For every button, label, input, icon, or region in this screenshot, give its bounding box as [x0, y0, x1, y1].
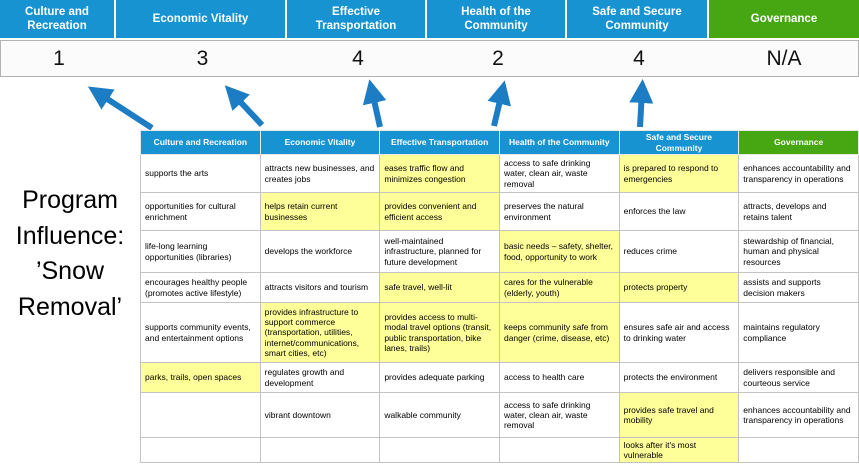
- matrix-row-3: life-long learning opportunities (librar…: [140, 230, 859, 273]
- matrix-cell-r6-c3: provides adequate parking: [379, 362, 500, 393]
- matrix-cell-r6-c1: parks, trails, open spaces: [140, 362, 261, 393]
- matrix-cell-r3-c6: stewardship of financial, human and phys…: [738, 230, 859, 273]
- category-header-economic-vitality: Economic Vitality: [116, 0, 287, 38]
- category-header-effective-transportation: Effective Transportation: [287, 0, 427, 38]
- matrix-cell-r7-c2: vibrant downtown: [259, 392, 381, 438]
- matrix-row-7: vibrant downtown walkable community access…: [140, 392, 859, 438]
- program-title-line: Removal’: [17, 292, 123, 321]
- matrix-cell-r2-c5: enforces the law: [618, 192, 740, 231]
- matrix-cell-r4-c1: encourages healthy people (promotes acti…: [140, 272, 261, 303]
- matrix-cell-r1-c5: is prepared to respond to emergencies: [618, 154, 740, 193]
- category-header-governance: Governance: [709, 0, 859, 38]
- arrow-icon-safe-secure: [629, 79, 654, 128]
- matrix-cell-r1-c4: access to safe drinking water, clean air…: [498, 154, 620, 193]
- matrix-cell-r8-c4: [498, 436, 620, 464]
- matrix-cell-r5-c2: provides infrastructure to support comme…: [259, 302, 381, 363]
- matrix-cell-r4-c2: attracts visitors and tourism: [259, 272, 381, 303]
- matrix-cell-r8-c6: [738, 436, 859, 464]
- category-header-row: Culture and Recreation Economic Vitality…: [0, 0, 859, 38]
- matrix-cell-r6-c4: access to health care: [498, 362, 620, 393]
- matrix-row-1: supports the arts attracts new businesses…: [140, 154, 859, 193]
- matrix-cell-r1-c1: supports the arts: [140, 154, 261, 193]
- matrix-cell-r2-c4: preserves the natural environment: [498, 192, 620, 231]
- matrix-cell-r2-c1: opportunities for cultural enrichment: [140, 192, 261, 231]
- matrix-cell-r2-c3: provides convenient and efficient access: [379, 192, 500, 231]
- matrix-cell-r7-c4: access to safe drinking water, clean air…: [498, 392, 620, 438]
- matrix-row-5: supports community events, and entertain…: [140, 302, 859, 363]
- matrix-cell-r6-c6: delivers responsible and courteous servi…: [738, 362, 859, 393]
- score-value-health-of-the-community: 2: [492, 46, 504, 70]
- score-row: 1 3 4 2 4 N/A: [0, 40, 859, 77]
- matrix-cell-r2-c2: helps retain current businesses: [259, 192, 381, 231]
- arrow-icon-culture: [87, 86, 154, 131]
- matrix-cell-r3-c1: life-long learning opportunities (librar…: [140, 230, 261, 273]
- matrix-cell-r3-c2: develops the workforce: [259, 230, 381, 273]
- matrix-header-0: Culture and Recreation: [140, 130, 261, 155]
- matrix-cell-r4-c4: cares for the vulnerable (elderly, youth…: [498, 272, 620, 303]
- program-title-line: Program: [22, 186, 118, 214]
- category-header-health-of-the-community: Health of the Community: [427, 0, 567, 38]
- category-header-culture-and-recreation: Culture and Recreation: [0, 0, 116, 38]
- matrix-cell-r7-c3: walkable community: [379, 392, 500, 438]
- matrix-cell-r3-c3: well-maintained infrastructure, planned …: [379, 230, 500, 273]
- matrix-header-2: Effective Transportation: [379, 130, 500, 155]
- score-value-economic-vitality: 3: [196, 46, 209, 70]
- matrix-cell-r8-c2: [259, 436, 381, 464]
- matrix-cell-r5-c4: keeps community safe from danger (crime,…: [498, 302, 620, 363]
- matrix-cell-r1-c3: eases traffic flow and minimizes congest…: [379, 154, 500, 193]
- matrix-cell-r8-c1: [140, 436, 261, 464]
- matrix-cell-r2-c6: attracts, develops and retains talent: [738, 192, 859, 231]
- matrix-cell-r8-c5: looks after it's most vulnerable: [618, 436, 740, 464]
- matrix-row-8: looks after it's most vulnerable: [140, 436, 859, 464]
- matrix-cell-r5-c1: supports community events, and entertain…: [140, 302, 261, 363]
- matrix-cell-r4-c6: assists and supports decision makers: [738, 272, 859, 303]
- matrix-cell-r7-c6: enhances accountability and transparency…: [738, 392, 859, 438]
- arrow-icon-transportation: [362, 79, 387, 128]
- matrix-cell-r3-c5: reduces crime: [618, 230, 740, 273]
- matrix-cell-r8-c3: [379, 436, 500, 464]
- program-influence-title: Program Influence: ’Snow Removal’: [0, 183, 140, 325]
- matrix-cell-r3-c4: basic needs – safety, shelter, food, opp…: [498, 230, 620, 273]
- matrix-header-5: Governance: [738, 130, 859, 155]
- score-value-safe-and-secure-community: 4: [633, 46, 645, 70]
- matrix-header-3: Health of the Community: [498, 130, 620, 155]
- matrix-cell-r7-c5: provides safe travel and mobility: [618, 392, 740, 438]
- matrix-cell-r5-c3: provides access to multi-modal travel op…: [379, 302, 500, 363]
- matrix-cell-r1-c6: enhances accountability and transparency…: [738, 154, 859, 193]
- arrow-icon-health: [487, 80, 511, 127]
- score-value-culture-and-recreation: 1: [53, 46, 65, 70]
- matrix-cell-r7-c1: [140, 392, 261, 438]
- influence-matrix-table: Culture and Recreation Economic Vitality E…: [140, 130, 859, 464]
- matrix-cell-r6-c2: regulates growth and development: [259, 362, 381, 393]
- matrix-cell-r6-c5: protects the environment: [618, 362, 740, 393]
- matrix-header-4: Safe and Secure Community: [618, 130, 740, 155]
- matrix-row-2: opportunities for cultural enrichment hel…: [140, 192, 859, 231]
- matrix-cell-r5-c5: ensures safe air and access to drinking …: [618, 302, 740, 363]
- matrix-header-1: Economic Vitality: [259, 130, 381, 155]
- matrix-row-4: encourages healthy people (promotes acti…: [140, 272, 859, 303]
- program-title-line: Influence:: [15, 221, 125, 250]
- matrix-cell-r1-c2: attracts new businesses, and creates job…: [259, 154, 381, 193]
- program-title-line: ’Snow: [35, 257, 105, 285]
- matrix-cell-r4-c5: protects property: [618, 272, 740, 303]
- matrix-cell-r5-c6: maintains regulatory compliance: [738, 302, 859, 363]
- matrix-row-6: parks, trails, open spaces regulates grow…: [140, 362, 859, 393]
- category-header-safe-and-secure-community: Safe and Secure Community: [567, 0, 709, 38]
- arrow-icon-economic: [224, 85, 265, 128]
- score-value-effective-transportation: 4: [352, 46, 364, 70]
- matrix-cell-r4-c3: safe travel, well-lit: [379, 272, 500, 303]
- score-value-governance: N/A: [766, 46, 802, 70]
- arrows-graphic: [87, 79, 654, 131]
